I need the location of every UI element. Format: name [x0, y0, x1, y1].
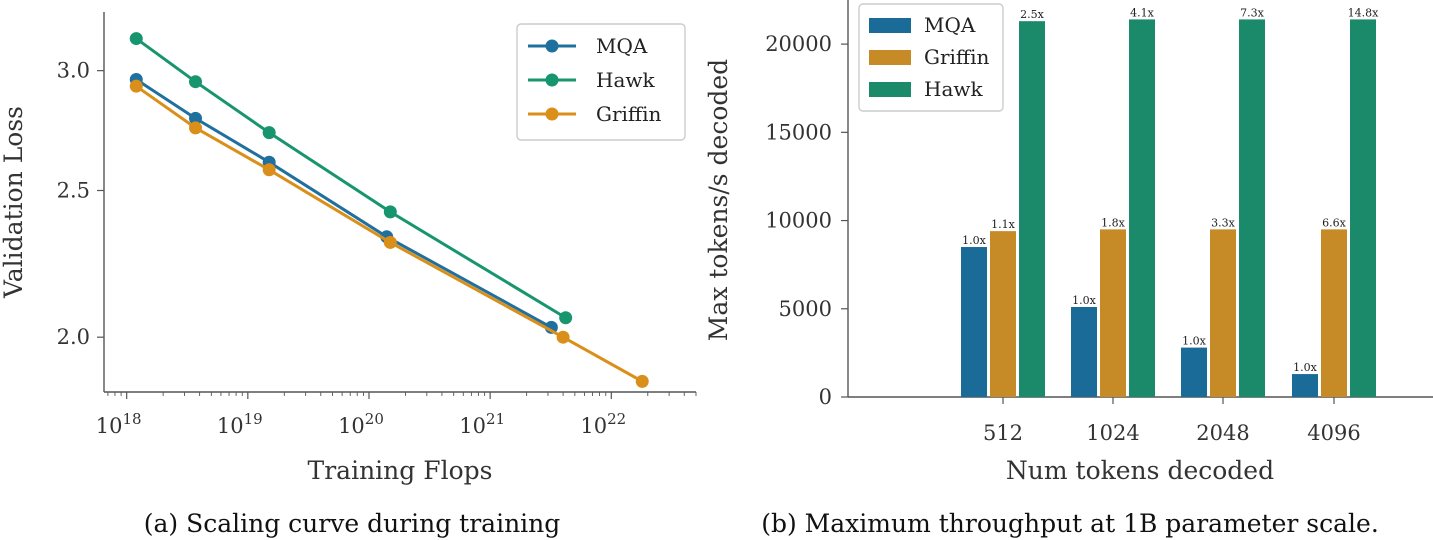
- bar-value-label: 3.3x: [1211, 216, 1235, 229]
- bar-hawk-512: [1019, 21, 1045, 397]
- right-y-axis-title: Max tokens/s decoded: [704, 59, 733, 341]
- right-x-tick-label: 512: [983, 421, 1023, 445]
- bar-mqa-4096: [1292, 374, 1318, 397]
- bar-value-label: 1.0x: [1293, 361, 1317, 374]
- legend-label-hawk: Hawk: [596, 68, 655, 92]
- right-x-tick-label: 2048: [1196, 421, 1249, 445]
- right-y-tick-label: 15000: [765, 120, 832, 144]
- legend-marker-griffin: [545, 107, 559, 121]
- left-ticks: 1018 1019 1020 1021 1022 2.0 2.5 3.0: [57, 59, 697, 438]
- data-point-hawk: [129, 32, 143, 46]
- legend-swatch-griffin: [869, 50, 911, 65]
- legend-label-mqa: MQA: [924, 13, 976, 37]
- bar-value-label: 1.0x: [1072, 294, 1096, 307]
- data-point-hawk: [262, 126, 276, 140]
- legend-swatch-mqa: [869, 18, 911, 33]
- bar-value-label: 1.8x: [1101, 216, 1125, 229]
- data-point-griffin: [262, 163, 276, 177]
- data-point-hawk: [559, 311, 573, 325]
- right-y-tick-label: 0: [819, 385, 832, 409]
- left-y-tick-label: 3.0: [57, 59, 90, 83]
- bar-mqa-2048: [1181, 347, 1207, 397]
- scaling-curve-chart: 1018 1019 1020 1021 1022 2.0 2.5 3.0 Validation…: [0, 12, 697, 538]
- bar-hawk-4096: [1350, 19, 1376, 398]
- bar-value-label: 1.0x: [1182, 335, 1206, 348]
- data-point-hawk: [189, 75, 203, 89]
- legend-marker-mqa: [545, 39, 559, 53]
- data-point-hawk: [383, 205, 397, 219]
- legend-swatch-hawk: [869, 82, 911, 97]
- bar-hawk-2048: [1239, 19, 1265, 398]
- bar-value-label: 1.0x: [962, 234, 986, 247]
- data-point-mqa: [189, 111, 203, 125]
- bar-griffin-2048: [1210, 229, 1236, 397]
- right-x-tick-label: 1024: [1086, 421, 1139, 445]
- right-caption: (b) Maximum throughput at 1B parameter s…: [761, 509, 1379, 538]
- throughput-chart: 0 5000 10000 15000 20000 512 1024 2048 4096 1.0x…: [704, 0, 1433, 538]
- left-x-tick-label: 1022: [580, 410, 626, 438]
- bar-griffin-512: [990, 231, 1016, 397]
- data-point-griffin: [556, 330, 570, 344]
- bar-griffin-4096: [1321, 229, 1347, 397]
- data-point-griffin: [129, 79, 143, 93]
- left-x-tick-label: 1021: [459, 410, 505, 438]
- series-line-griffin: [135, 84, 643, 383]
- bar-mqa-512: [961, 247, 987, 397]
- bar-value-label: 7.3x: [1240, 6, 1264, 19]
- left-caption: (a) Scaling curve during training: [144, 509, 561, 538]
- bar-mqa-1024: [1071, 307, 1097, 397]
- legend-label-mqa: MQA: [596, 34, 648, 58]
- data-point-griffin: [189, 121, 203, 135]
- right-x-axis-title: Num tokens decoded: [1006, 456, 1274, 485]
- legend-label-griffin: Griffin: [596, 102, 662, 126]
- data-point-griffin: [635, 374, 649, 388]
- left-y-axis-title: Validation Loss: [0, 106, 28, 299]
- legend-label-hawk: Hawk: [924, 77, 983, 101]
- data-point-griffin: [383, 235, 397, 249]
- right-x-tick-label: 4096: [1307, 421, 1360, 445]
- left-y-tick-label: 2.0: [57, 325, 90, 349]
- right-y-tick-label: 10000: [765, 209, 832, 233]
- right-y-tick-label: 5000: [779, 297, 832, 321]
- bar-value-label: 6.6x: [1322, 216, 1346, 229]
- right-ticks: 0 5000 10000 15000 20000 512 1024 2048 4096: [765, 32, 1361, 445]
- left-y-tick-label: 2.5: [57, 179, 90, 203]
- right-legend: MQA Griffin Hawk: [858, 3, 1004, 112]
- right-y-tick-label: 20000: [765, 32, 832, 56]
- bar-value-label: 14.8x: [1348, 6, 1379, 19]
- right-bars: 1.0x 1.1x 2.5x 1.0x 1.8x 4.1x 1.0x 3.3x 7.3x 1.0x…: [961, 6, 1379, 398]
- left-x-tick-label: 1018: [96, 410, 142, 438]
- bar-value-label: 4.1x: [1130, 6, 1154, 19]
- bar-griffin-1024: [1100, 229, 1126, 397]
- bar-value-label: 1.1x: [991, 218, 1015, 231]
- left-series: [129, 32, 649, 388]
- left-x-tick-label: 1019: [217, 410, 263, 438]
- legend-marker-hawk: [545, 73, 559, 87]
- left-legend: MQA Hawk Griffin: [516, 23, 686, 141]
- left-x-axis-title: Training Flops: [308, 456, 493, 485]
- bar-value-label: 2.5x: [1020, 8, 1044, 21]
- left-x-tick-label: 1020: [338, 410, 384, 438]
- left-legend-frame: [516, 23, 686, 141]
- bar-hawk-1024: [1129, 19, 1155, 398]
- legend-label-griffin: Griffin: [924, 45, 990, 69]
